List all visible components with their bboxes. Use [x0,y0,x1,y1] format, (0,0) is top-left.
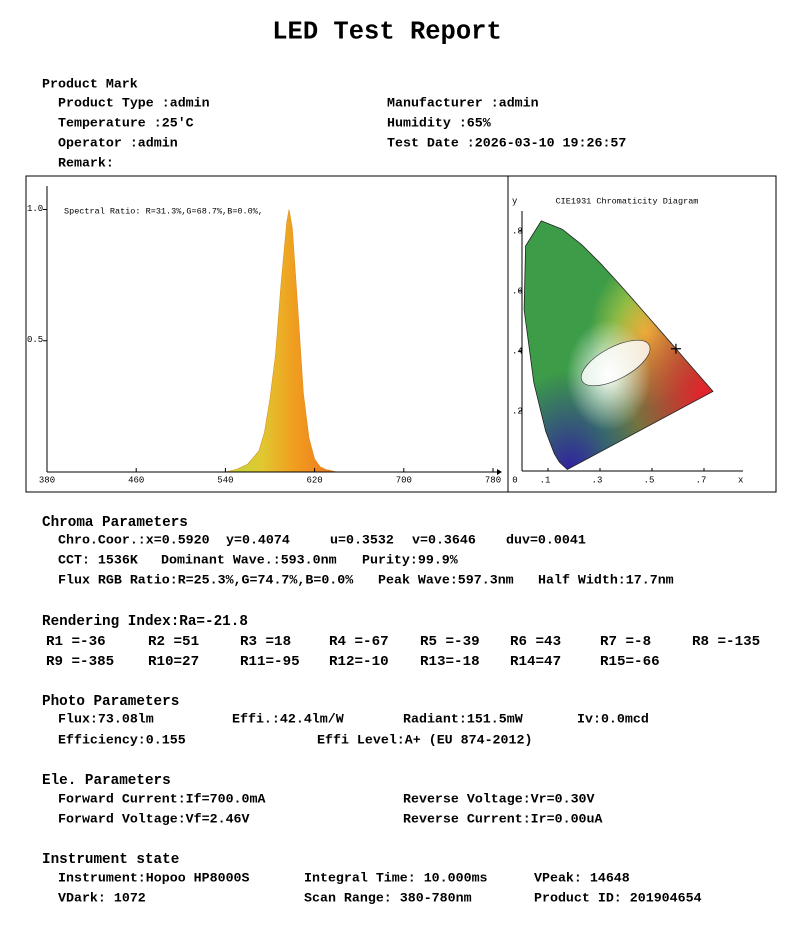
field: R5 =-39 [420,634,480,650]
field: Flux RGB Ratio:R=25.3%,G=74.7%,B=0.0% [58,573,353,588]
field: R13=-18 [420,654,480,670]
field: Humidity :65% [387,116,491,131]
field: u=0.3532 [330,533,394,548]
field: R9 =-385 [46,654,114,670]
y-tick-label: .6 [512,286,523,296]
field: Peak Wave:597.3nm [378,573,514,588]
x-axis-label: x [738,475,743,485]
field: VPeak: 14648 [534,871,630,886]
field: Flux:73.08lm [58,712,154,727]
field: Remark: [58,156,114,171]
field: R4 =-67 [329,634,389,650]
field: Product ID: 201904654 [534,891,702,906]
field: R10=27 [148,654,199,670]
field: R14=47 [510,654,561,670]
field: R6 =43 [510,634,561,650]
spectrum-area [47,209,493,473]
x-tick-label: .1 [540,475,551,485]
field: Radiant:151.5mW [403,712,523,727]
section-heading: Chroma Parameters [42,515,188,531]
field: Forward Current:If=700.0mA [58,792,265,807]
field: duv=0.0041 [506,533,586,548]
x-axis-arrow [497,469,502,475]
x-tick-label: 540 [217,475,233,485]
field: Chro.Coor.:x=0.5920 [58,533,210,548]
x-tick-label: .3 [592,475,603,485]
y-tick-label: 1.0 [27,204,43,214]
field: Forward Voltage:Vf=2.46V [58,812,250,827]
spectral-ratio: Spectral Ratio: R=31.3%,G=68.7%,B=0.0%, [64,206,263,216]
x-tick-label: 380 [39,475,55,485]
x-tick-label: 780 [485,475,501,485]
field: Dominant Wave.:593.0nm [161,553,337,568]
field: Iv:0.0mcd [577,712,649,727]
field: Effi.:42.4lm/W [232,712,344,727]
section-heading: Ele. Parameters [42,773,171,789]
field: Operator :admin [58,136,178,151]
field: Instrument:Hopoo HP8000S [58,871,250,886]
field: Efficiency:0.155 [58,733,186,748]
field: Manufacturer :admin [387,96,539,111]
spectral-locus [523,220,714,470]
x-tick-label: .7 [696,475,707,485]
field: Effi Level:A+ (EU 874-2012) [317,733,532,748]
x-tick-label: 620 [306,475,322,485]
field: R1 =-36 [46,634,106,650]
field: R15=-66 [600,654,660,670]
field: Integral Time: 10.000ms [304,871,488,886]
x-tick-label: .5 [644,475,655,485]
field: Product Type :admin [58,96,210,111]
y-tick-label: .8 [512,226,523,236]
field: Reverse Current:Ir=0.00uA [403,812,603,827]
x-tick-label: 460 [128,475,144,485]
cie-title: CIE1931 Chromaticity Diagram [556,196,699,206]
field: Half Width:17.7nm [538,573,674,588]
x-tick-label: 0 [512,475,517,485]
field: R12=-10 [329,654,389,670]
field: CCT: 1536K [58,553,138,568]
section-heading: Instrument state [42,852,179,868]
x-tick-label: 700 [396,475,412,485]
section-heading: Rendering Index:Ra=-21.8 [42,614,248,630]
y-tick-label: .2 [512,406,523,416]
section-heading: Photo Parameters [42,694,179,710]
field: R2 =51 [148,634,199,650]
field: R8 =-135 [692,634,760,650]
chart-frame [25,175,777,493]
field: VDark: 1072 [58,891,146,906]
section-heading: Product Mark [42,77,138,92]
field: v=0.3646 [412,533,476,548]
y-axis-label: y [512,196,518,206]
gamut-colors [524,220,713,470]
field: Scan Range: 380-780nm [304,891,472,906]
report-title: LED Test Report [272,18,502,47]
field: R7 =-8 [600,634,651,650]
field: R3 =18 [240,634,291,650]
field: Purity:99.9% [362,553,458,568]
field: Test Date :2026-03-10 19:26:57 [387,136,626,151]
planckian-region [580,339,651,387]
y-tick-label: 0.5 [27,335,43,345]
chromaticity-point [670,343,681,354]
field: Reverse Voltage:Vr=0.30V [403,792,595,807]
field: R11=-95 [240,654,300,670]
y-tick-label: .4 [512,346,523,356]
field: y=0.4074 [226,533,290,548]
field: Temperature :25'C [58,116,194,131]
